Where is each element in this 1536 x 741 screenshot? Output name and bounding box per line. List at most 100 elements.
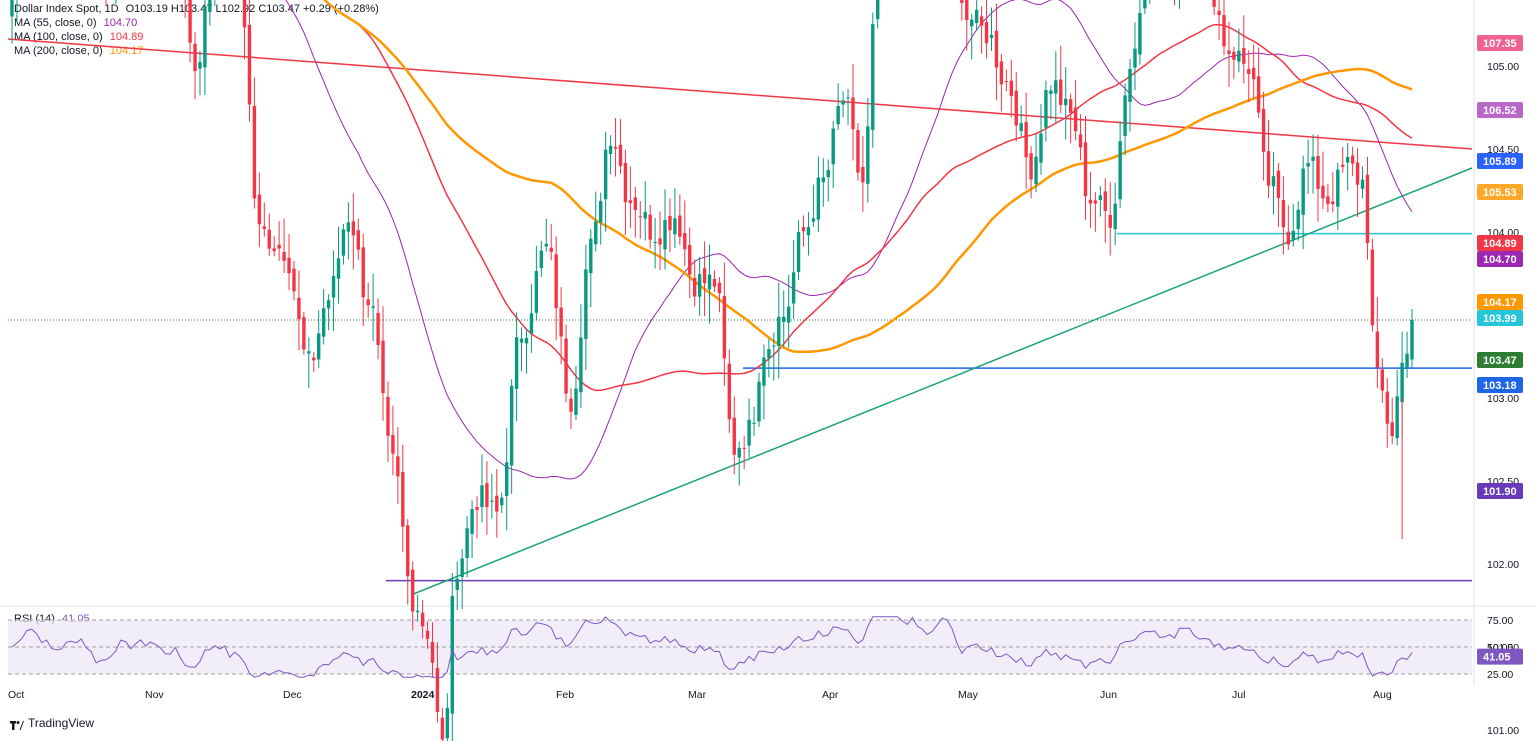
candle-body: [1410, 319, 1414, 360]
candle-body: [257, 194, 262, 225]
candle-body: [856, 130, 860, 173]
candle-body: [841, 100, 845, 105]
candle-body: [406, 525, 410, 577]
candle-body: [1237, 50, 1241, 62]
x-tick-label: Oct: [8, 689, 24, 701]
horizontal-lines: [8, 232, 1472, 582]
candle-body: [767, 349, 771, 359]
candle-body: [500, 497, 504, 506]
candle-body: [307, 351, 311, 354]
candle-body: [470, 509, 474, 534]
ma200-line: [12, 0, 1413, 354]
candle-body: [866, 126, 870, 184]
candle-body: [1261, 108, 1266, 152]
ma100-value: 104.89: [109, 31, 144, 43]
candle-body: [1390, 422, 1394, 437]
rsi-line: [11, 616, 1413, 678]
rsi-band: [8, 619, 1472, 675]
x-tick-label: Mar: [688, 689, 707, 701]
candle-body: [1301, 168, 1305, 215]
candle-body: [782, 316, 786, 322]
candle-body: [1232, 51, 1236, 60]
ma55-legend[interactable]: MA (55, close, 0) 104.70: [14, 17, 141, 29]
candle-body: [425, 630, 430, 639]
price-tag: [1477, 235, 1523, 251]
candle-body: [287, 257, 291, 274]
candle-body: [846, 97, 850, 99]
candle-body: [312, 357, 316, 361]
ma55-value: 104.70: [103, 17, 138, 29]
candle-body: [1212, 0, 1216, 7]
ma100-legend[interactable]: MA (100, close, 0) 104.89: [14, 31, 147, 43]
candle-body: [1341, 164, 1345, 167]
rsi-tick-label: 25.00: [1487, 669, 1513, 681]
candle-body: [707, 274, 712, 290]
x-tick-label: Nov: [145, 689, 164, 701]
candle-body: [979, 16, 984, 26]
candle-body: [544, 243, 548, 247]
candle-body: [430, 641, 435, 663]
x-tick-label: Dec: [283, 689, 302, 701]
price-tag: [1477, 294, 1523, 310]
candle-body: [683, 233, 687, 250]
candle-body: [262, 226, 266, 230]
candle-body: [1296, 209, 1300, 230]
candle-body: [678, 215, 682, 237]
candle-body: [396, 456, 400, 477]
candle-body: [786, 306, 791, 323]
candle-body: [1034, 156, 1038, 185]
price-tag-label: 104.70: [1483, 254, 1517, 266]
candle-body: [688, 244, 692, 275]
candle-body: [475, 507, 479, 510]
candle-body: [208, 0, 212, 12]
candle-body: [1123, 95, 1127, 136]
candle-body: [831, 128, 835, 165]
candle-body: [1286, 231, 1291, 245]
x-tick-label: Jun: [1100, 689, 1117, 701]
candle-body: [193, 43, 197, 72]
candle-body: [1311, 156, 1315, 161]
candle-body: [717, 282, 722, 294]
candle-body: [366, 299, 370, 306]
candle-body: [1004, 81, 1009, 83]
x-tick-label: Jul: [1232, 689, 1245, 701]
candle-body: [509, 385, 514, 466]
candles: [10, 0, 1414, 741]
candle-body: [1064, 98, 1068, 106]
candle-body: [282, 251, 286, 261]
price-tag-label: 107.35: [1483, 38, 1517, 50]
candle-body: [529, 313, 534, 334]
candle-body: [638, 216, 642, 218]
candle-body: [648, 214, 652, 240]
candle-body: [851, 97, 855, 130]
candle-body: [1360, 179, 1365, 189]
candle-body: [871, 24, 875, 130]
candle-body: [391, 435, 395, 454]
candle-body: [1227, 50, 1231, 55]
candle-body: [1370, 249, 1375, 326]
candle-body: [247, 24, 252, 105]
candle-body: [772, 345, 776, 347]
price-tag-label: 103.18: [1483, 380, 1517, 392]
candle-body: [1143, 0, 1147, 9]
candle-body: [1128, 68, 1132, 102]
candle-body: [1024, 122, 1028, 158]
candle-body: [1118, 141, 1122, 200]
candle-body: [970, 19, 974, 27]
candle-body: [613, 146, 618, 149]
price-tag: [1477, 251, 1523, 267]
candle-body: [692, 277, 697, 297]
candle-body: [1068, 99, 1073, 113]
candle-body: [1350, 155, 1355, 164]
candle-body: [1088, 199, 1093, 204]
candle-body: [1266, 151, 1271, 186]
price-tag: [1477, 483, 1523, 499]
rsi-path: [11, 616, 1413, 678]
candle-body: [1009, 80, 1013, 97]
candle-body: [974, 9, 979, 23]
price-tag: [1477, 153, 1523, 169]
candle-body: [663, 219, 667, 250]
candle-body: [579, 337, 583, 393]
candle-body: [460, 558, 464, 577]
